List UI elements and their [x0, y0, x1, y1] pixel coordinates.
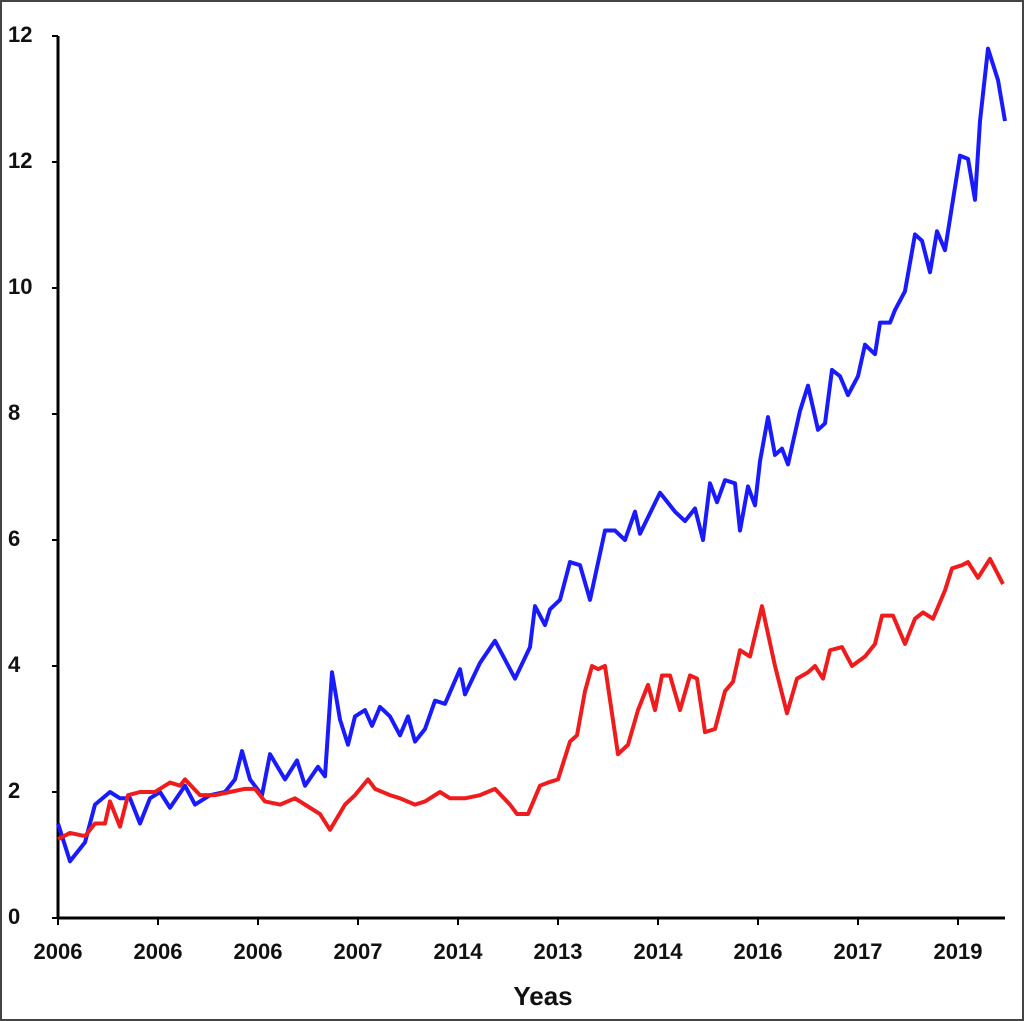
- y-tick-label: 4: [8, 652, 21, 677]
- x-tick-label: 2014: [634, 939, 684, 964]
- y-tick-label: 8: [8, 400, 20, 425]
- y-tick-label: 2: [8, 778, 20, 803]
- y-tick-label: 12: [8, 22, 32, 47]
- x-tick-label: 2006: [134, 939, 183, 964]
- y-tick-label: 12: [8, 148, 32, 173]
- y-tick-label: 0: [8, 904, 20, 929]
- x-tick-label: 2016: [734, 939, 783, 964]
- y-tick-label: 10: [8, 274, 32, 299]
- line-series: [57, 556, 1005, 842]
- x-tick-label: 2019: [934, 939, 983, 964]
- x-tick-label: 2006: [234, 939, 283, 964]
- x-tick-label: 2017: [834, 939, 883, 964]
- x-axis-title: Yeas: [513, 981, 572, 1011]
- x-tick-label: 2007: [334, 939, 383, 964]
- line-series: [56, 46, 1007, 864]
- x-tick-label: 2006: [34, 939, 83, 964]
- y-tick-label: 6: [8, 526, 20, 551]
- x-tick-label: 2013: [534, 939, 583, 964]
- x-tick-label: 2014: [434, 939, 484, 964]
